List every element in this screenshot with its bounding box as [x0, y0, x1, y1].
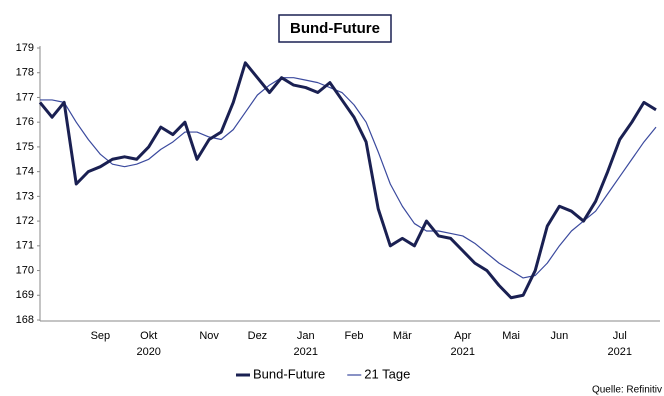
- y-tick-label: 179: [16, 42, 34, 54]
- x-tick-label: Apr: [454, 330, 471, 342]
- y-tick-label: 170: [16, 264, 34, 276]
- y-tick-label: 176: [16, 116, 34, 128]
- line: [40, 77, 657, 279]
- y-tick-label: 175: [16, 141, 34, 153]
- x-tick-label: Mär: [393, 330, 412, 342]
- x-tick-label: Feb: [345, 330, 364, 342]
- x-tick-label: Okt: [140, 330, 157, 342]
- x-year-label: 2020: [136, 346, 160, 358]
- legend-label: Bund-Future: [253, 366, 325, 381]
- legend-label: 21 Tage: [364, 366, 410, 381]
- line: [38, 61, 657, 300]
- y-tick-label: 178: [16, 67, 34, 79]
- x-tick-label: Mai: [502, 330, 520, 342]
- x-tick-label: Dez: [248, 330, 268, 342]
- y-tick-label: 174: [16, 166, 34, 178]
- y-tick-label: 173: [16, 190, 34, 202]
- title-box: [278, 14, 392, 43]
- x-tick-label: Jan: [297, 330, 315, 342]
- chart-title: Bund-Future: [290, 20, 380, 37]
- x-year-label: 2021: [451, 346, 475, 358]
- x-tick-label: Nov: [199, 330, 219, 342]
- y-tick-label: 177: [16, 91, 34, 103]
- x-tick-label: Jul: [613, 330, 627, 342]
- y-tick-label: 169: [16, 289, 34, 301]
- y-tick-label: 171: [16, 240, 34, 252]
- x-tick-label: Sep: [91, 330, 111, 342]
- y-tick-label: 168: [16, 314, 34, 326]
- source: Quelle: Refinitiv: [592, 385, 662, 396]
- x-tick-label: Jun: [550, 330, 568, 342]
- x-year-label: 2021: [608, 346, 632, 358]
- y-tick-label: 172: [16, 215, 34, 227]
- x-year-label: 2021: [293, 346, 317, 358]
